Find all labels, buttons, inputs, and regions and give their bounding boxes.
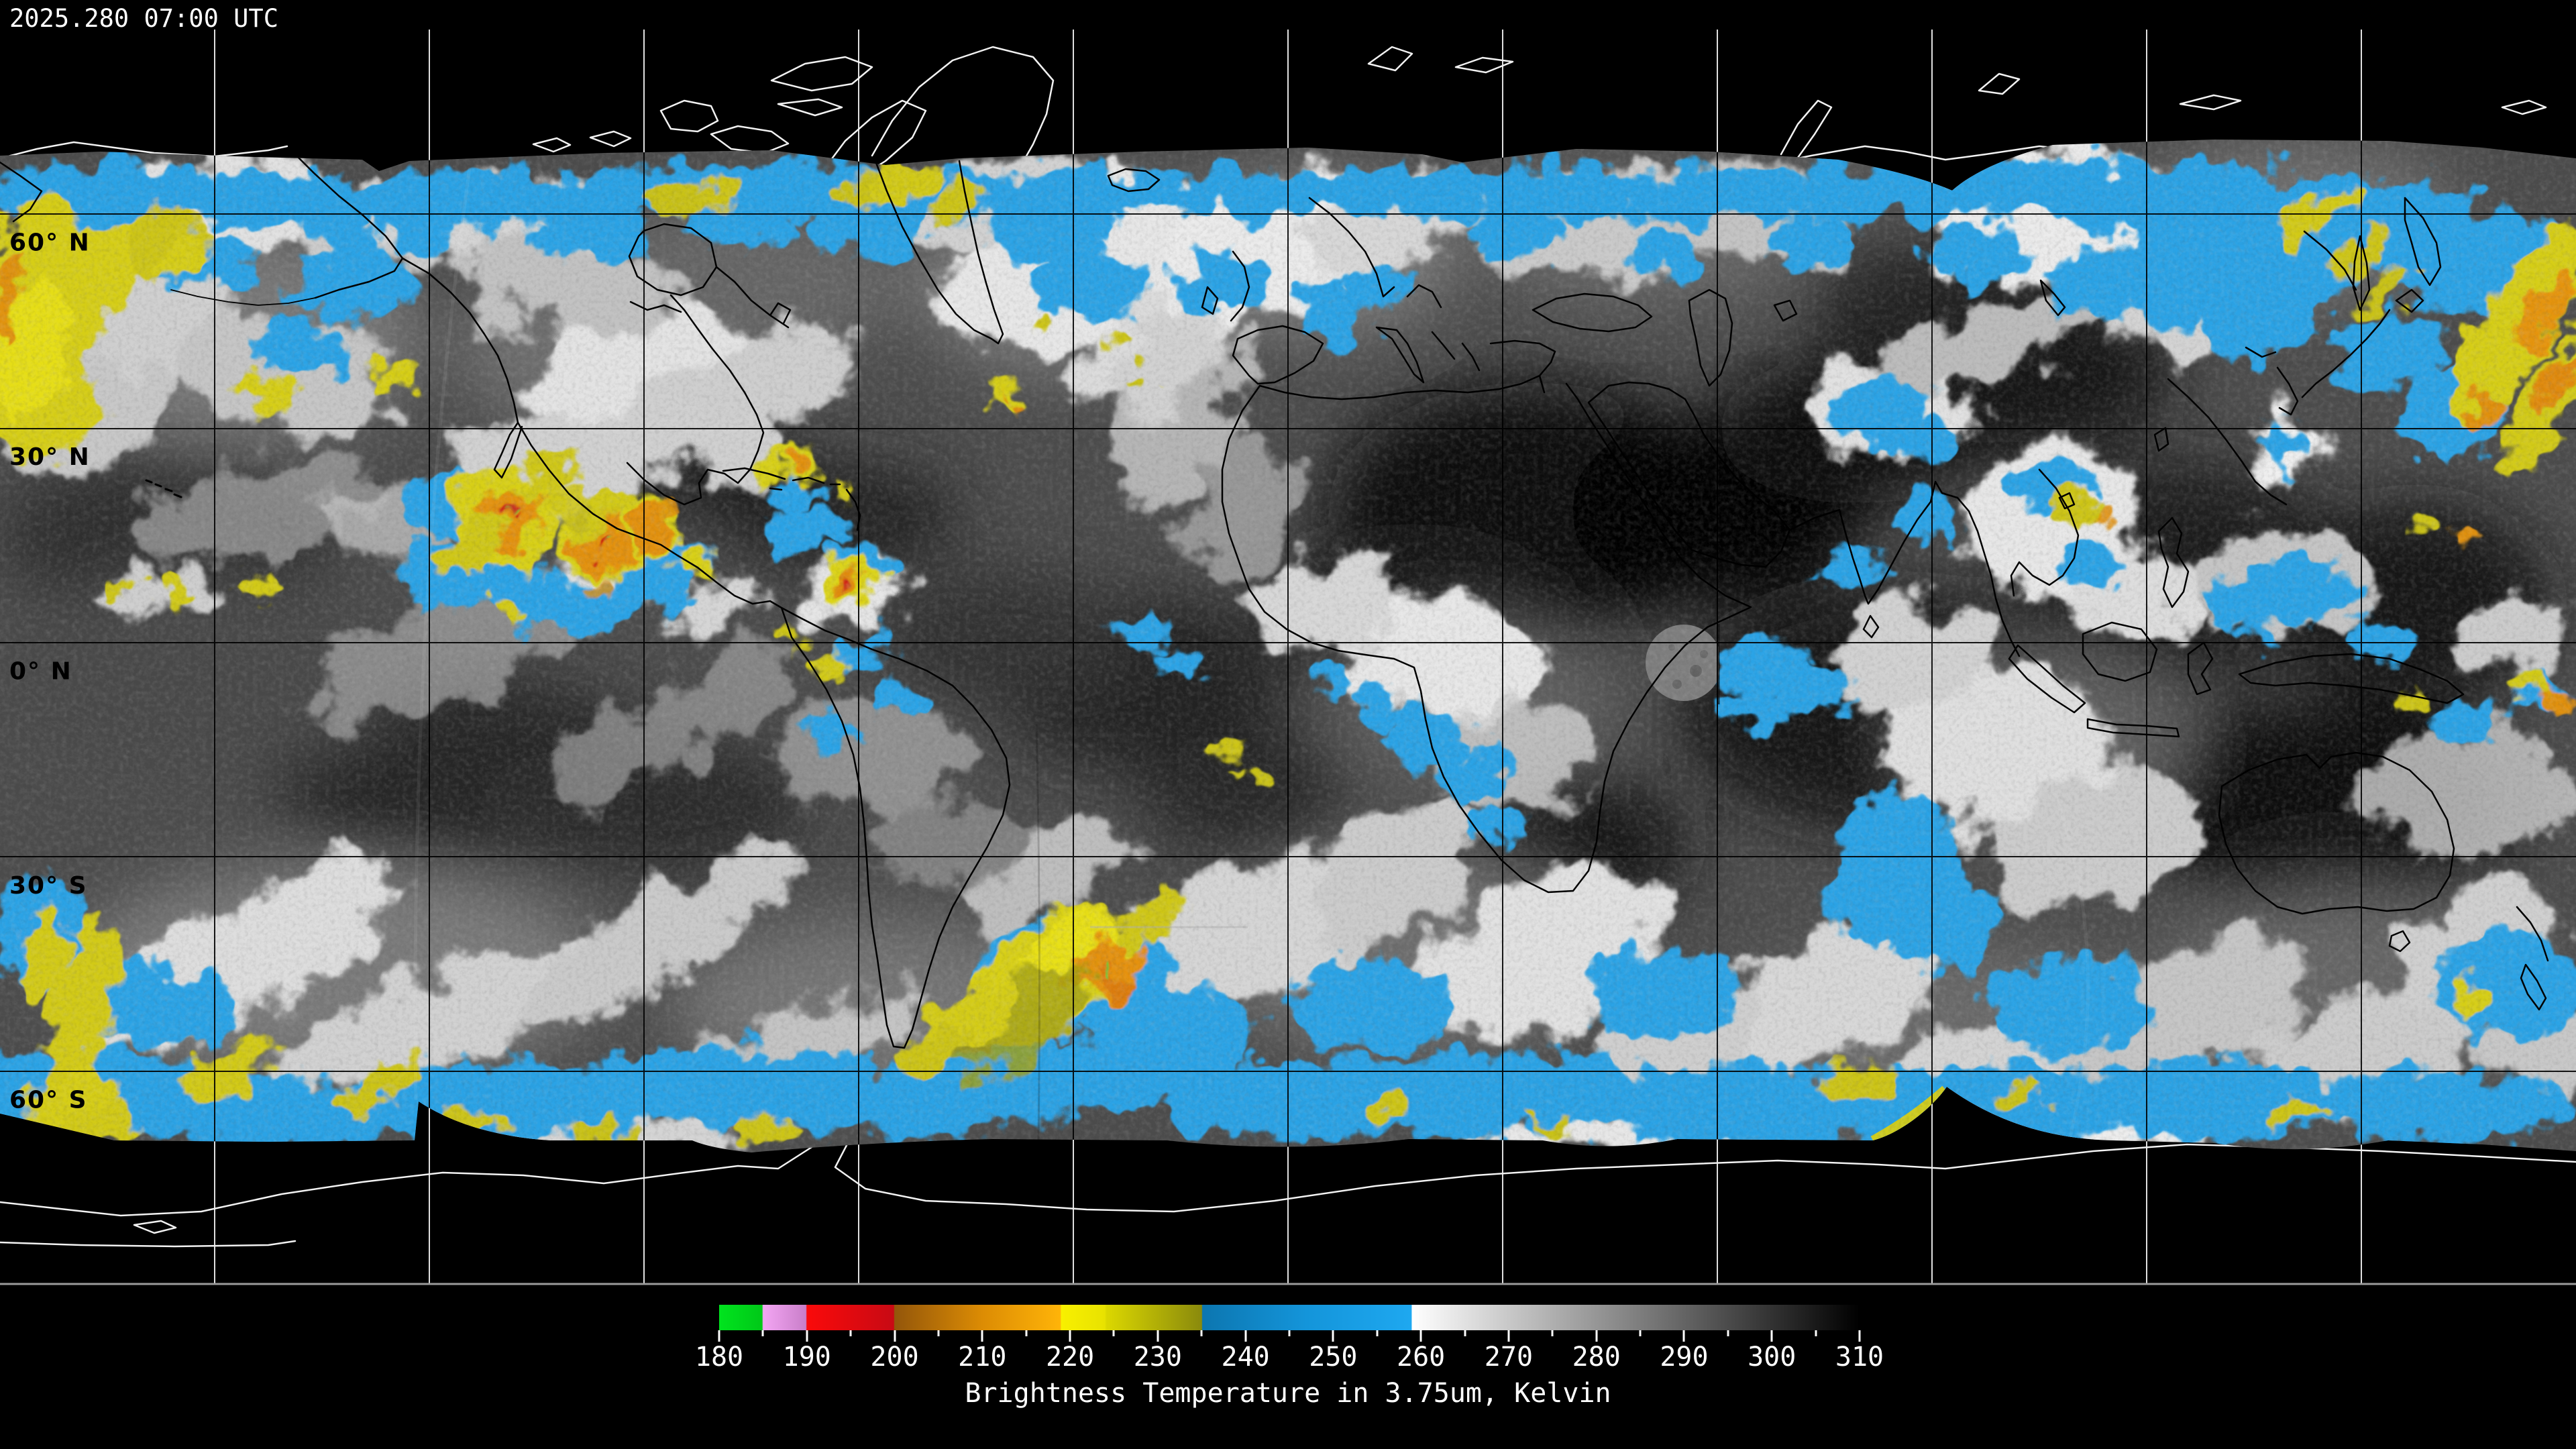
colorbar-minor-tick xyxy=(1025,1330,1028,1336)
colorbar-tick-label: 260 xyxy=(1397,1342,1446,1373)
colorbar-tick-label: 300 xyxy=(1748,1342,1796,1373)
colorbar-caption: Brightness Temperature in 3.75um, Kelvin xyxy=(965,1378,1611,1409)
coastlines-over-data xyxy=(0,146,2549,1049)
colorbar-major-tick xyxy=(1157,1330,1159,1342)
colorbar-tick-label: 230 xyxy=(1133,1342,1182,1373)
colorbar-minor-tick xyxy=(1376,1330,1379,1336)
colorbar-major-tick xyxy=(806,1330,808,1342)
latitude-label: 30° N xyxy=(9,443,91,471)
colorbar-major-tick xyxy=(1595,1330,1598,1342)
latitude-label: 60° S xyxy=(9,1087,88,1114)
latitude-label: 60° N xyxy=(9,229,91,257)
colorbar-minor-tick xyxy=(1200,1330,1203,1336)
latitude-labels: 60° N 30° N 0° N 30° S 60° S xyxy=(9,229,91,1114)
colorbar-minor-tick xyxy=(937,1330,940,1336)
satellite-data-layer xyxy=(0,140,2576,1152)
colorbar-tick-label: 290 xyxy=(1660,1342,1709,1373)
colorbar-tick-label: 270 xyxy=(1484,1342,1534,1373)
colorbar-minor-tick xyxy=(1815,1330,1817,1336)
colorbar-minor-tick xyxy=(761,1330,764,1336)
colorbar-tick-label: 220 xyxy=(1045,1342,1095,1373)
colorbar-tick-label: 210 xyxy=(958,1342,1007,1373)
latitude-label: 30° S xyxy=(9,872,88,900)
colorbar-tick-label: 310 xyxy=(1835,1342,1884,1373)
latitude-label: 0° N xyxy=(9,658,72,686)
colorbar-tick-label: 180 xyxy=(694,1342,744,1373)
colorbar-major-tick xyxy=(1770,1330,1773,1342)
colorbar-minor-tick xyxy=(1551,1330,1554,1336)
colorbar-tick-label: 240 xyxy=(1221,1342,1270,1373)
colorbar-minor-tick xyxy=(1464,1330,1466,1336)
colorbar-major-tick xyxy=(1507,1330,1510,1342)
colorbar-major-tick xyxy=(718,1330,720,1342)
colorbar-minor-tick xyxy=(1727,1330,1729,1336)
colorbar-tick-label: 200 xyxy=(870,1342,919,1373)
colorbar-major-tick xyxy=(1858,1330,1861,1342)
colorbar-gradient xyxy=(719,1305,1860,1330)
colorbar-minor-tick xyxy=(1639,1330,1642,1336)
colorbar-major-tick xyxy=(894,1330,896,1342)
antarctic-coastline xyxy=(0,1118,2576,1248)
colorbar-major-tick xyxy=(1332,1330,1334,1342)
colorbar-major-tick xyxy=(1682,1330,1685,1342)
colorbar-major-tick xyxy=(1244,1330,1247,1342)
colorbar-major-tick xyxy=(1419,1330,1422,1342)
colorbar-minor-tick xyxy=(1288,1330,1291,1336)
colorbar-major-tick xyxy=(1069,1330,1071,1342)
colorbar-minor-tick xyxy=(1112,1330,1115,1336)
colorbar-tick-label: 250 xyxy=(1309,1342,1358,1373)
colorbar-minor-tick xyxy=(849,1330,852,1336)
colorbar-major-tick xyxy=(981,1330,983,1342)
timestamp-label: 2025.280 07:00 UTC xyxy=(9,4,278,33)
colorbar-tick-label: 190 xyxy=(782,1342,831,1373)
colorbar-tick-label: 280 xyxy=(1572,1342,1621,1373)
